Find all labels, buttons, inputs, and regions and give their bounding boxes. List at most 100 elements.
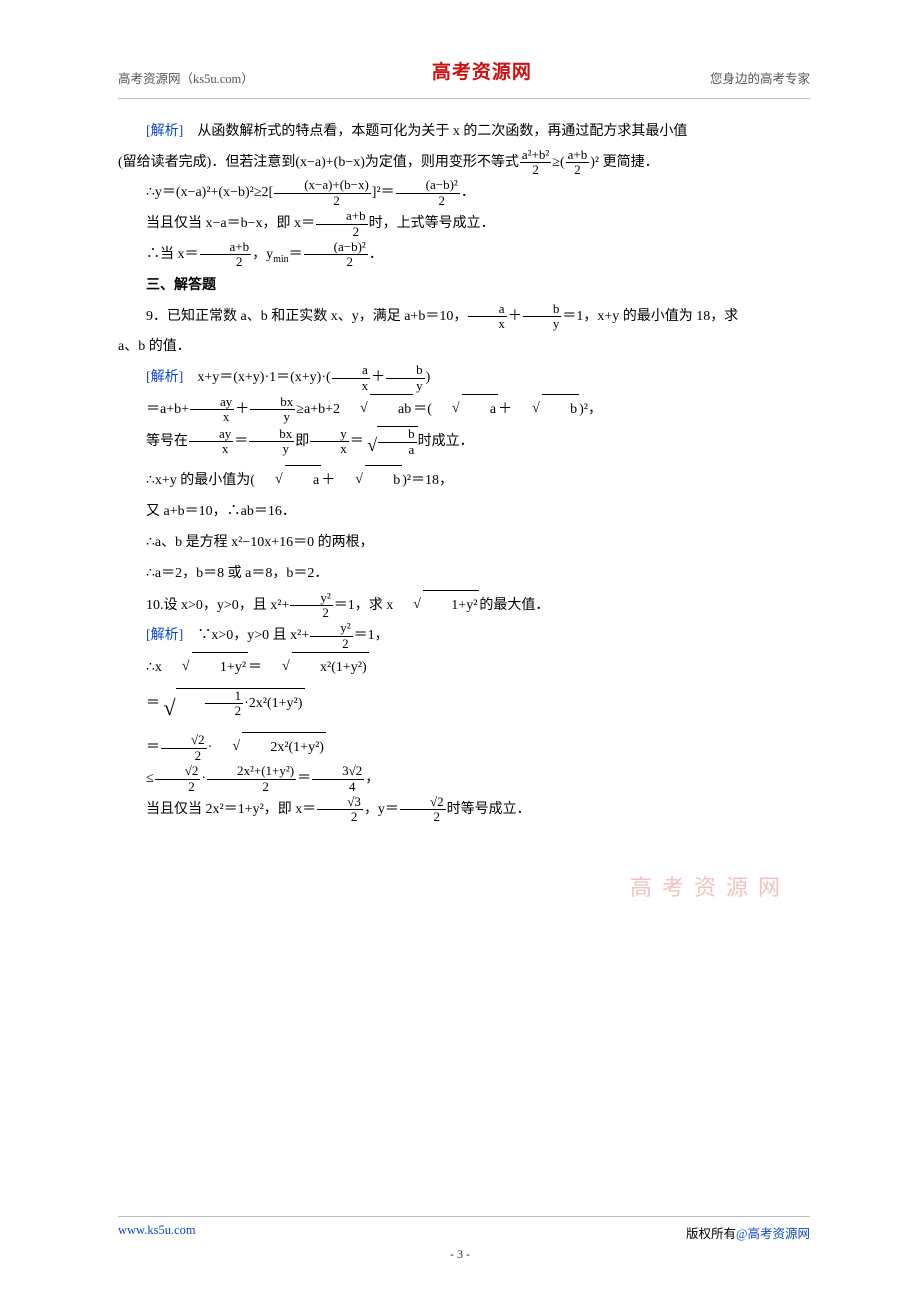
q9s3b: 即 [295, 434, 309, 449]
q10s5f2: 2x²+(1+y²)2 [206, 764, 297, 794]
q10-s6: 当且仅当 2x²＝1+y²，即 x＝√32，y＝√22时等号成立． [118, 795, 810, 826]
q9-s6: ∴a、b 是方程 x²−10x+16＝0 的两根， [118, 528, 810, 559]
p8-l3a: ∴y＝(x−a)²+(x−b)²≥2[ [146, 185, 273, 200]
q9s3c: ＝ [350, 434, 364, 449]
watermark-text: 高考资源网 [630, 870, 790, 902]
frac-3: (x−a)+(b−x)2 [273, 178, 372, 208]
sqrt-b: b [512, 394, 579, 426]
q10s3-under: 12·2x²(1+y²) [176, 688, 306, 720]
ymin-sub: min [273, 254, 289, 265]
q9s3f2: bxy [248, 427, 295, 457]
q10s6f1: √32 [316, 795, 364, 825]
q9s1a: x+y＝(x+y)·1＝(x+y)·( [183, 370, 330, 385]
q9s4b: )²＝18， [402, 473, 453, 488]
p8-l5c: ＝ [289, 247, 303, 262]
analysis-label: [解析] [146, 124, 183, 139]
q10s1f: y²2 [309, 621, 353, 651]
q10s1b: ＝1， [354, 628, 389, 643]
q10s4f: √22 [160, 733, 208, 763]
q10s3b: ·2x²(1+y²) [244, 696, 302, 711]
q9-stem2: a、b 的值． [118, 332, 810, 363]
p8-l3mid: ]²＝ [372, 185, 395, 200]
big-root-icon: √ [367, 435, 377, 455]
content-area: [解析] 从函数解析式的特点看，本题可化为关于 x 的二次函数，再通过配方求其最… [118, 117, 810, 826]
q10s4a: ＝ [146, 740, 160, 755]
analysis-label-2: [解析] [146, 370, 183, 385]
header-left: 高考资源网（ks5u.com） [118, 66, 254, 94]
big-root-icon-2: √ [164, 695, 176, 720]
q9-s4: ∴x+y 的最小值为(a＋b)²＝18， [118, 465, 810, 497]
q9s1b: ) [426, 370, 431, 385]
q10-s4: ＝√22·2x²(1+y²) [118, 732, 810, 764]
analysis-label-3: [解析] [146, 628, 183, 643]
q10-s5: ≤√22·2x²+(1+y²)2＝3√24， [118, 764, 810, 795]
q9s3a: 等号在 [146, 434, 188, 449]
q10-stem: 10.设 x>0，y>0，且 x²+y²2＝1，求 x1+y²的最大值． [118, 590, 810, 622]
q9-s3: 等号在ayx＝bxy即yx＝ √ba时成立． [118, 426, 810, 466]
q10sc: 的最大值． [479, 598, 549, 613]
p8-line5: ∴当 x＝a+b2，ymin＝(a−b)²2． [118, 240, 810, 271]
q10s6a: 当且仅当 2x²＝1+y²，即 x＝ [146, 802, 316, 817]
section-3-title: 三、解答题 [118, 271, 810, 302]
sqrt-b2: b [335, 465, 402, 497]
p8-l4b: 时，上式等号成立． [369, 216, 495, 231]
q10-s1: [解析] ∵x>0，y>0 且 x²+y²2＝1， [118, 621, 810, 652]
page-body: 高考资源网（ks5u.com） 高考资源网 您身边的高考专家 [解析] 从函数解… [0, 0, 920, 826]
q10s3f: 12 [204, 689, 245, 719]
q10s6b: ，y＝ [364, 802, 399, 817]
q10s5f1: √22 [154, 764, 202, 794]
q9-s7: ∴a＝2，b＝8 或 a＝8，b＝2． [118, 559, 810, 590]
p8-l5d: ． [369, 247, 383, 262]
q10s1a: ∵x>0，y>0 且 x²+ [183, 628, 309, 643]
q9s1f1: ax [331, 363, 372, 393]
q10-s3: ＝ √12·2x²(1+y²) [118, 684, 810, 732]
q9-fr2: by [522, 302, 563, 332]
frac-6: a+b2 [199, 240, 253, 270]
page-number: - 3 - [0, 1247, 920, 1262]
q10s3a: ＝ [146, 696, 160, 711]
q9-s2: ＝a+b+ayx＋bxy≥a+b+2ab＝(a＋b)²， [118, 394, 810, 426]
footer-copyright: 版权所有@高考资源网 [686, 1223, 810, 1242]
p8-l3tail: ． [461, 185, 475, 200]
sqrt-s4: 2x²(1+y²) [212, 732, 326, 764]
q9s2a: ＝a+b+ [146, 402, 189, 417]
frac-a2b2-2: a²+b²2 [519, 148, 552, 178]
q9-plus: ＋ [508, 309, 522, 324]
p8-l4a: 当且仅当 x−a＝b−x，即 x＝ [146, 216, 315, 231]
frac-ab-2: a+b2 [565, 148, 591, 178]
q10fr1: y²2 [289, 591, 333, 621]
q9-s1: [解析] x+y＝(x+y)·1＝(x+y)·(ax＋by) [118, 363, 810, 394]
footer-right-b: @高考资源网 [736, 1227, 810, 1241]
q9-stem: 9．已知正常数 a、b 和正实数 x、y，满足 a+b＝10，ax＋by＝1，x… [118, 302, 810, 333]
frac-4: (a−b)²2 [395, 178, 461, 208]
p8-tail2: )² 更简捷． [590, 155, 658, 170]
p8-line1: [解析] 从函数解析式的特点看，本题可化为关于 x 的二次函数，再通过配方求其最… [118, 117, 810, 148]
sqrt-1py2: 1+y² [393, 590, 479, 622]
footer-url: www.ks5u.com [118, 1223, 196, 1242]
header-center-brand: 高考资源网 [432, 52, 532, 94]
q9s3eq: ＝ [234, 434, 248, 449]
q10s5a: ≤ [146, 771, 154, 786]
q10s6c: 时等号成立． [447, 802, 531, 817]
q9s3f3: yx [309, 427, 350, 457]
p8-line3: ∴y＝(x−a)²+(x−b)²≥2[(x−a)+(b−x)2]²＝(a−b)²… [118, 178, 810, 209]
q9s3root: ba [377, 426, 418, 457]
q9s1p: ＋ [371, 370, 385, 385]
page-footer: www.ks5u.com 版权所有@高考资源网 [118, 1216, 810, 1242]
q10s6f2: √22 [399, 795, 447, 825]
sqrt-ab: ab [340, 394, 413, 426]
frac-7: (a−b)²2 [303, 240, 369, 270]
header-right: 您身边的高考专家 [710, 66, 810, 94]
p8-l5b: ，y [252, 247, 273, 262]
q9-s5: 又 a+b＝10，∴ab＝16． [118, 497, 810, 528]
page-header: 高考资源网（ks5u.com） 高考资源网 您身边的高考专家 [118, 52, 810, 99]
sqrt-a2: a [255, 465, 321, 497]
frac-5: a+b2 [315, 209, 369, 239]
q9-sb: ＝1，x+y 的最小值为 18，求 [562, 309, 738, 324]
q10s5d: ， [365, 771, 379, 786]
q10s5f3: 3√24 [311, 764, 365, 794]
q9s2f2: bxy [249, 395, 296, 425]
sqrt-a: a [432, 394, 498, 426]
q9s2f1: ayx [189, 395, 235, 425]
q9s3d: 时成立． [418, 434, 474, 449]
